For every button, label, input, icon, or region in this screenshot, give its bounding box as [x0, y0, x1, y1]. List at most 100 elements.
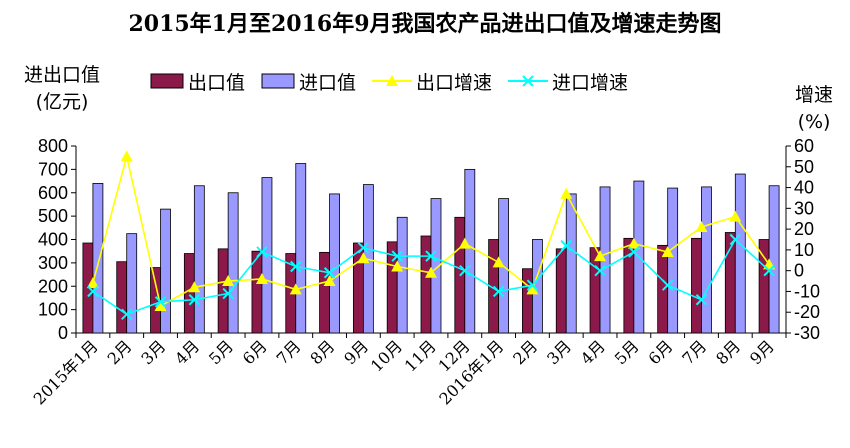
point-export-growth — [323, 275, 336, 287]
x-tick-label: 2月 — [509, 336, 541, 368]
legend-label-import-value: 进口值 — [299, 71, 357, 94]
legend-swatch-import-growth — [508, 75, 549, 87]
point-export-growth — [120, 150, 133, 162]
point-export-growth — [729, 210, 742, 222]
bar-import-value — [734, 173, 746, 334]
right-tick-label: 50 — [794, 157, 814, 177]
x-tick-label: 5月 — [205, 336, 237, 368]
left-tick-label: 100 — [38, 300, 68, 320]
x-tick-label: 9月 — [746, 336, 778, 368]
point-export-growth — [222, 275, 235, 287]
bar-import-value — [126, 233, 138, 334]
point-export-growth — [255, 272, 268, 284]
point-import-growth — [560, 240, 572, 252]
point-import-growth — [695, 294, 708, 306]
point-import-growth — [425, 250, 437, 262]
point-export-growth — [594, 250, 607, 262]
left-tick-label: 600 — [38, 183, 68, 203]
point-export-growth — [560, 187, 573, 199]
right-tick-label: -20 — [794, 302, 820, 322]
point-export-growth — [661, 245, 674, 257]
bar-import-value — [261, 177, 273, 334]
left-axis-label-line2: (亿元) — [35, 91, 89, 113]
legend-item-import-value: 进口值 — [261, 68, 356, 95]
bar-import-value — [92, 182, 104, 334]
bar-export-value — [116, 261, 128, 334]
point-export-growth — [695, 221, 708, 233]
point-import-growth — [357, 242, 370, 254]
x-tick-label: 3月 — [543, 336, 575, 368]
legend: 出口值 进口值 出口增速 进口增速 — [150, 68, 644, 94]
point-export-growth — [357, 252, 370, 264]
bar-import-value — [701, 186, 712, 334]
point-import-growth — [256, 246, 268, 258]
bar-export-value — [319, 251, 330, 334]
point-import-growth — [492, 285, 505, 298]
legend-swatch-export-growth — [372, 75, 413, 86]
right-axis-label: 增速 (%) — [795, 82, 833, 136]
x-tick-label: 10月 — [367, 336, 406, 375]
point-export-growth — [188, 281, 201, 293]
left-tick-label: 400 — [38, 230, 68, 250]
left-tick-label: 500 — [38, 206, 68, 226]
x-tick-label: 2015年1月 — [30, 336, 102, 408]
point-export-growth — [458, 237, 471, 249]
x-tick-label: 2月 — [104, 336, 136, 368]
point-import-growth — [661, 279, 674, 291]
bar-import-value — [667, 187, 679, 334]
legend-label-import-growth: 进口增速 — [552, 71, 629, 94]
point-import-growth — [154, 296, 167, 308]
left-tick-label: 200 — [38, 276, 68, 296]
x-tick-label: 4月 — [577, 336, 609, 368]
x-tick-label: 4月 — [171, 336, 203, 368]
legend-label-export-value: 出口值 — [188, 71, 246, 94]
bar-import-value — [430, 198, 442, 334]
x-tick-label: 3月 — [137, 336, 169, 368]
x-tick-label: 5月 — [611, 336, 643, 368]
bar-import-value — [464, 168, 476, 334]
right-tick-label: 40 — [794, 178, 814, 198]
bar-export-value — [183, 253, 195, 334]
legend-swatch-export-value — [150, 73, 184, 89]
bar-import-value — [396, 216, 408, 334]
legend-label-export-growth: 出口增速 — [416, 71, 493, 94]
point-import-growth — [87, 285, 99, 298]
legend-item-export-growth: 出口增速 — [372, 68, 492, 95]
right-axis-label-line2: (%) — [797, 111, 831, 133]
x-tick-label: 7月 — [273, 336, 305, 368]
legend-swatch-import-value — [261, 73, 295, 89]
left-tick-label: 0 — [58, 323, 68, 343]
left-axis-label: 进出口值 (亿元) — [24, 62, 100, 116]
x-tick-label: 6月 — [239, 336, 271, 368]
bar-export-value — [555, 248, 567, 334]
point-import-growth — [323, 267, 336, 279]
x-tick-label: 8月 — [712, 336, 744, 368]
bar-import-value — [329, 193, 340, 334]
bar-import-value — [227, 192, 239, 334]
bar-import-value — [160, 208, 171, 334]
point-import-growth — [391, 250, 403, 262]
bar-import-value — [193, 185, 205, 334]
point-import-growth — [459, 264, 471, 277]
point-import-growth — [763, 264, 775, 277]
point-export-growth — [391, 260, 404, 272]
point-import-growth — [188, 294, 201, 306]
point-export-growth — [425, 266, 437, 278]
point-import-growth — [729, 233, 741, 246]
point-export-growth — [289, 283, 302, 295]
legend-item-import-growth: 进口增速 — [508, 68, 628, 95]
bar-import-value — [295, 163, 307, 334]
point-import-growth — [526, 279, 539, 291]
point-export-growth — [86, 277, 99, 289]
point-import-growth — [628, 246, 640, 258]
right-tick-label: -10 — [794, 281, 820, 301]
bar-export-value — [420, 235, 432, 334]
bar-import-value — [768, 185, 780, 334]
x-tick-label: 7月 — [678, 336, 710, 368]
right-axis-label-line1: 增速 — [795, 84, 834, 106]
left-tick-label: 700 — [38, 159, 68, 179]
point-export-growth — [627, 237, 640, 249]
chart-title: 2015年1月至2016年9月我国农产品进出口值及增速走势图 — [128, 11, 722, 37]
point-import-growth — [290, 260, 302, 273]
